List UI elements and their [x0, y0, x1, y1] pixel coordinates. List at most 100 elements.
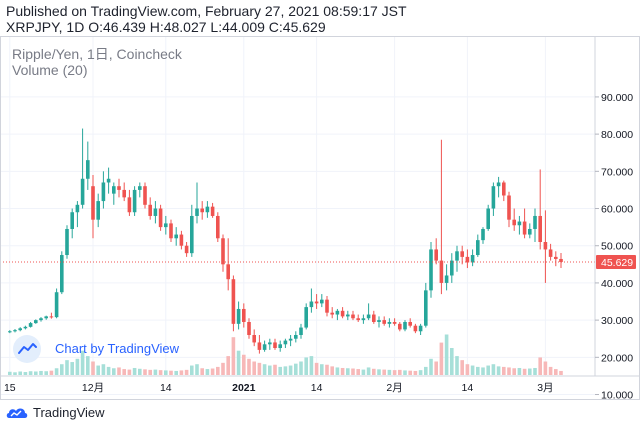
candle [450, 253, 454, 283]
candle [548, 243, 553, 261]
volume-bar [512, 368, 516, 375]
candle [294, 331, 298, 343]
candle-body [200, 208, 204, 213]
volume-bar [23, 372, 28, 375]
volume-bar [262, 364, 267, 375]
candle [34, 319, 38, 324]
volume-bar [226, 356, 230, 375]
volume-bar [424, 366, 428, 375]
time-axis[interactable]: 15 12月 14 2021 14 2月 14 3月 [4, 382, 554, 394]
candle [528, 223, 532, 239]
volume-bar [392, 370, 397, 375]
price-chart[interactable]: 10.000 20.000 30.000 40.000 50.000 60.000 70.0… [0, 36, 640, 400]
candlesticks [8, 128, 563, 354]
y-tick-label: 70.000 [601, 166, 633, 178]
volume-bar [455, 356, 459, 375]
last-price-text: 45.629 [601, 257, 633, 269]
volume-bar [418, 370, 423, 375]
candle [361, 314, 366, 324]
candle-body [299, 327, 303, 335]
y-tick-label: 60.000 [601, 204, 633, 216]
candle [122, 182, 126, 202]
candle-body [184, 245, 189, 254]
volume-bar [481, 367, 485, 375]
candle [236, 301, 241, 330]
price-axis[interactable]: 10.000 20.000 30.000 40.000 50.000 60.000 70.0… [595, 92, 633, 400]
volume-bar [340, 367, 345, 375]
candle-body [372, 314, 376, 322]
y-tick-label: 30.000 [601, 315, 633, 327]
candle-body [91, 186, 95, 220]
volume-bar [408, 370, 412, 375]
volume-bar [184, 369, 189, 375]
candle-body [455, 251, 459, 261]
y-tick-label: 80.000 [601, 129, 633, 141]
volume-bar [158, 370, 163, 375]
candle-body [169, 223, 173, 239]
candle [70, 208, 74, 239]
volume-bar [127, 369, 132, 375]
x-tick-label: 2021 [232, 382, 256, 394]
footer-brand[interactable]: TradingView [6, 405, 105, 420]
candle [54, 288, 59, 319]
candle [127, 189, 132, 216]
candle-body [54, 292, 59, 318]
last-price-badge [596, 254, 636, 269]
x-tick-label: 3月 [537, 382, 553, 394]
candle [304, 303, 308, 330]
candle-body [382, 320, 386, 324]
volume-bar [60, 364, 64, 375]
volume-bar [132, 367, 137, 375]
candle-body [330, 312, 334, 315]
candle [288, 335, 293, 347]
volume-bar [174, 370, 178, 375]
symbol-legend[interactable]: Ripple/Yen, 1日, Coincheck [12, 46, 183, 62]
candle [96, 193, 100, 228]
x-tick-label: 14 [462, 382, 474, 394]
candle [346, 310, 350, 321]
candle-body [356, 318, 360, 321]
volume-legend[interactable]: Volume (20) [12, 62, 87, 78]
candle-body [174, 234, 178, 239]
candle-body [70, 212, 74, 229]
candle [195, 182, 199, 224]
candle [512, 208, 516, 231]
volume-bar [80, 350, 85, 375]
volume-bar [96, 365, 100, 375]
candle [174, 227, 178, 246]
candle-body [242, 308, 246, 322]
candle-body [543, 242, 548, 250]
candle-body [44, 316, 48, 319]
candle [231, 275, 236, 332]
candle [23, 325, 28, 330]
watermark-text: Chart by TradingView [55, 341, 180, 356]
x-tick-label: 15 [4, 382, 16, 394]
x-tick-label: 2月 [386, 382, 402, 394]
candle-body [304, 307, 308, 328]
candle [268, 338, 272, 350]
volume-bar [382, 369, 386, 375]
candle-body [346, 314, 350, 317]
candle-body [491, 186, 496, 209]
candle-body [413, 325, 418, 332]
volume-bar [403, 370, 407, 375]
volume-bar [533, 367, 537, 375]
candle [403, 320, 407, 332]
volume-bar [28, 371, 33, 375]
candle [491, 182, 496, 216]
volume-bar [143, 369, 147, 375]
candle [49, 312, 54, 319]
candle [502, 180, 506, 202]
candle-body [205, 206, 210, 213]
volume-bar [346, 368, 350, 375]
candle-body [548, 249, 553, 257]
volume-bar [101, 364, 106, 375]
volume-bar [330, 366, 334, 375]
candle [278, 340, 282, 352]
candle [65, 225, 69, 259]
candle [559, 253, 563, 269]
tradingview-watermark[interactable]: Chart by TradingView [13, 335, 180, 363]
candle [86, 141, 90, 190]
candle-body [148, 204, 152, 216]
candle [13, 329, 17, 333]
